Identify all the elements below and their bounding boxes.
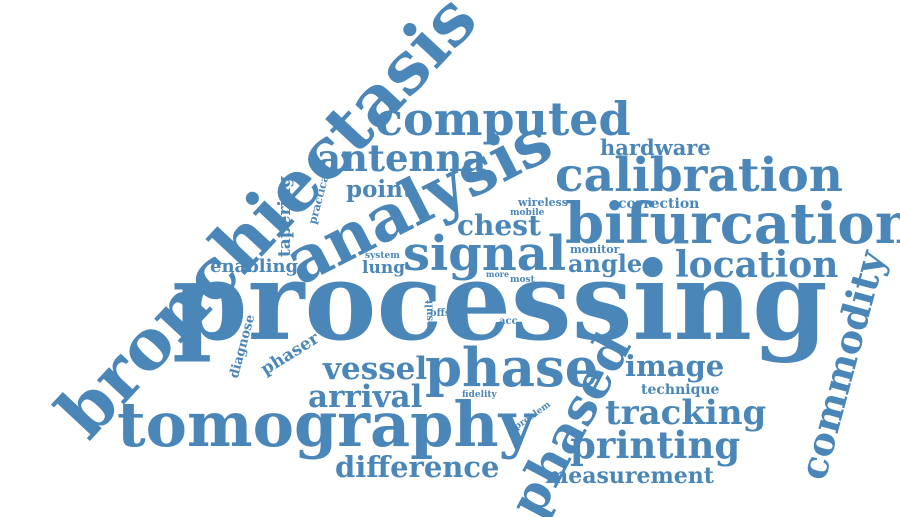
word-tapering: tapering <box>275 175 296 258</box>
word-offset: offset <box>430 308 462 319</box>
word-measurement: measurement <box>545 463 714 489</box>
word-wireless: wireless <box>518 196 569 209</box>
word-mobile: mobile <box>510 208 545 218</box>
word-computed: computed <box>375 92 631 146</box>
word-signal: signal <box>403 226 567 282</box>
word-hardware: hardware <box>600 135 711 160</box>
word-tracking: tracking <box>605 393 767 433</box>
word-fidelity: fidelity <box>462 390 497 400</box>
word-system: system <box>365 251 400 261</box>
word-technique: technique <box>641 382 720 398</box>
word-angle: angle <box>568 249 643 278</box>
word-location: location <box>675 244 839 286</box>
word-antenna: antenna <box>317 136 487 180</box>
word-monitor: monitor <box>570 243 620 256</box>
word-difference: difference <box>335 450 500 484</box>
word-point: point <box>346 176 414 203</box>
word-correction: correction <box>618 196 700 212</box>
word-calibration: calibration <box>555 148 843 203</box>
word-acc: acc <box>499 316 518 327</box>
word-vessel: vessel <box>323 351 428 387</box>
word-bifurcation: bifurcation <box>565 191 900 257</box>
word-arrival: arrival <box>308 379 423 415</box>
word-lung: lung <box>362 258 406 278</box>
word-enabling: enabling <box>210 256 299 277</box>
word-phase: phase <box>425 337 599 399</box>
word-image: image <box>625 349 725 383</box>
word-chest: chest <box>457 209 541 242</box>
word-most: most <box>510 275 535 285</box>
word-more: more <box>486 269 510 279</box>
word-tomography: tomography <box>117 388 535 461</box>
word-processing: processing <box>172 239 828 365</box>
word-printing: printing <box>570 423 741 467</box>
